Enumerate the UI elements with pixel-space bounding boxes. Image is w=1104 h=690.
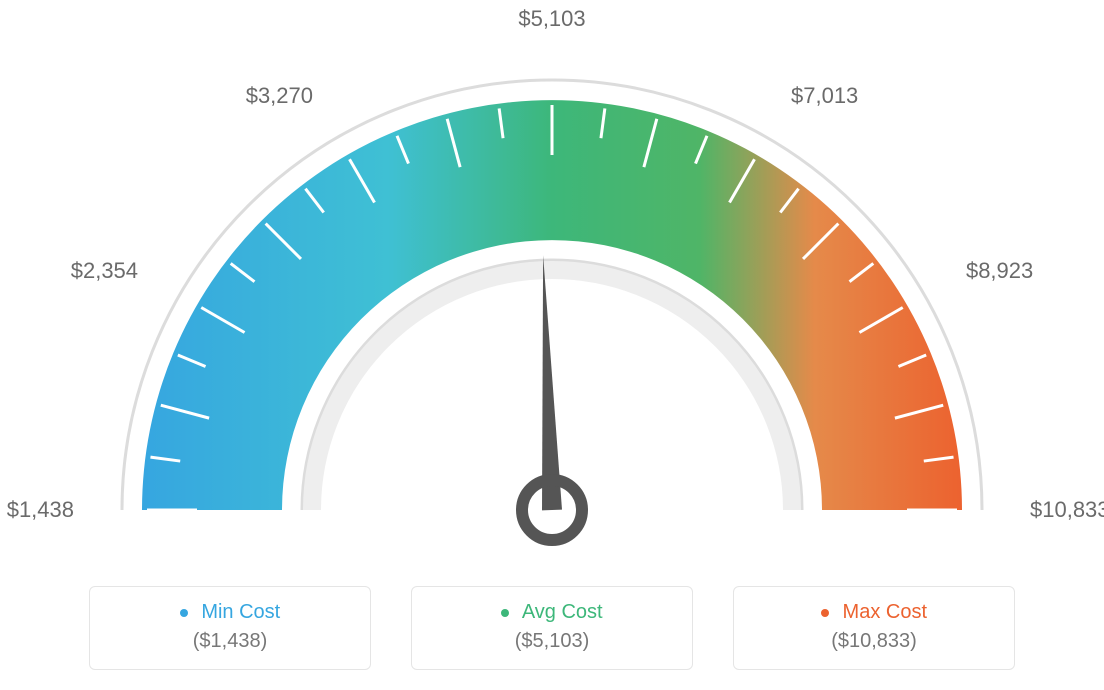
- dot-icon: [821, 609, 829, 617]
- legend-title-text: Avg Cost: [522, 601, 603, 623]
- dot-icon: [180, 609, 188, 617]
- legend-title-min: Min Cost: [90, 601, 370, 624]
- legend-card-max: Max Cost ($10,833): [733, 586, 1015, 670]
- cost-gauge-container: $1,438 $2,354 $3,270 $5,103 $7,013 $8,923 $10,…: [0, 0, 1104, 690]
- gauge-scale-label: $1,438: [7, 497, 74, 523]
- legend-title-max: Max Cost: [734, 601, 1014, 624]
- legend-card-avg: Avg Cost ($5,103): [411, 586, 693, 670]
- legend-row: Min Cost ($1,438) Avg Cost ($5,103) Max …: [0, 586, 1104, 670]
- legend-value-min: ($1,438): [90, 630, 370, 653]
- gauge-scale-label: $3,270: [246, 83, 313, 109]
- legend-value-avg: ($5,103): [412, 630, 692, 653]
- legend-title-text: Min Cost: [201, 601, 280, 623]
- gauge-scale-label: $2,354: [71, 258, 138, 284]
- legend-value-max: ($10,833): [734, 630, 1014, 653]
- gauge-area: $1,438 $2,354 $3,270 $5,103 $7,013 $8,923 $10,…: [0, 0, 1104, 560]
- gauge-scale-label: $7,013: [791, 83, 858, 109]
- legend-title-avg: Avg Cost: [412, 601, 692, 624]
- dot-icon: [501, 609, 509, 617]
- gauge-scale-label: $8,923: [966, 258, 1033, 284]
- legend-card-min: Min Cost ($1,438): [89, 586, 371, 670]
- gauge-svg: [0, 0, 1104, 560]
- legend-title-text: Max Cost: [843, 601, 927, 623]
- gauge-scale-label: $5,103: [518, 6, 585, 32]
- needle: [542, 255, 562, 510]
- gauge-scale-label: $10,833: [1030, 497, 1104, 523]
